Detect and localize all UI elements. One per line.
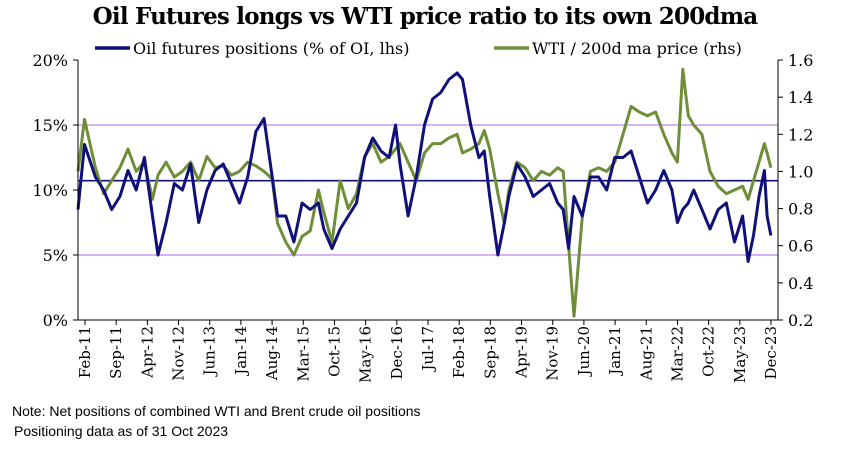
left-tick-label: 15% xyxy=(32,116,68,135)
x-tick-label: Jun-20 xyxy=(575,326,593,378)
x-tick-label: Jul-17 xyxy=(419,326,437,373)
x-tick-label: Feb-11 xyxy=(76,326,94,378)
left-tick-label: 10% xyxy=(32,181,68,200)
right-tick-label: 1.4 xyxy=(788,88,813,107)
x-tick-label: Apr-19 xyxy=(513,326,531,379)
legend-label-wti-ratio: WTI / 200d ma price (rhs) xyxy=(532,39,742,58)
legend-label-oil-positions: Oil futures positions (% of OI, lhs) xyxy=(133,39,409,58)
x-tick-label: Apr-12 xyxy=(138,326,156,379)
x-tick-label: Nov-19 xyxy=(544,326,562,381)
x-tick-label: Mar-15 xyxy=(294,326,312,382)
right-axis-ticks: 0.2 0.4 0.6 0.8 1.0 1.2 1.4 1.6 xyxy=(778,51,813,330)
series-lines xyxy=(76,67,773,318)
right-tick-label: 1.6 xyxy=(788,51,813,70)
x-tick-label: Mar-22 xyxy=(668,326,686,382)
left-tick-label: 0% xyxy=(43,311,68,330)
x-tick-label: Jan-14 xyxy=(232,326,250,377)
x-tick-label: Sep-18 xyxy=(481,326,499,379)
left-tick-label: 20% xyxy=(32,51,68,70)
chart-notes: Note: Net positions of combined WTI and … xyxy=(12,401,421,441)
right-tick-label: 0.2 xyxy=(788,311,813,330)
x-axis-ticks: Feb-11 Sep-11 Apr-12 Nov-12 Jun-13 Jan-14 Aug-… xyxy=(76,320,780,383)
right-tick-label: 0.6 xyxy=(788,237,813,256)
x-tick-label: Aug-14 xyxy=(263,326,281,381)
chart-title: Oil Futures longs vs WTI price ratio to … xyxy=(92,3,759,30)
x-tick-label: Sep-11 xyxy=(107,326,125,379)
x-tick-label: May-16 xyxy=(357,326,375,383)
x-tick-label: Oct-22 xyxy=(700,326,718,377)
x-tick-label: May-23 xyxy=(731,326,749,383)
x-tick-label: Jan-21 xyxy=(606,326,624,377)
right-tick-label: 0.4 xyxy=(788,274,813,293)
x-tick-label: Oct-15 xyxy=(325,326,343,377)
x-tick-label: Dec-23 xyxy=(762,326,780,379)
left-tick-label: 5% xyxy=(43,246,68,265)
legend: Oil futures positions (% of OI, lhs) WTI… xyxy=(95,39,742,58)
series-line-0 xyxy=(76,71,773,263)
right-tick-label: 1.2 xyxy=(788,125,813,144)
x-tick-label: Nov-12 xyxy=(170,326,188,381)
x-tick-label: Dec-16 xyxy=(388,326,406,379)
note-line-1: Note: Net positions of combined WTI and … xyxy=(12,403,421,419)
series-line-1 xyxy=(76,67,773,318)
right-tick-label: 0.8 xyxy=(788,200,813,219)
x-tick-label: Jun-13 xyxy=(201,326,219,378)
x-tick-label: Aug-21 xyxy=(637,326,655,381)
right-tick-label: 1.0 xyxy=(788,162,813,181)
note-line-2: Positioning data as of 31 Oct 2023 xyxy=(14,423,229,439)
left-axis-ticks: 0% 5% 10% 15% 20% xyxy=(32,51,78,330)
x-tick-label: Feb-18 xyxy=(450,326,468,378)
